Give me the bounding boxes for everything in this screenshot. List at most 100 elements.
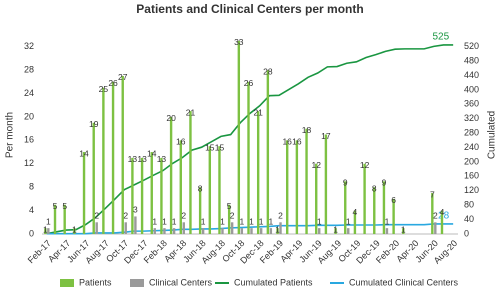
value-label: 17 (321, 131, 331, 141)
value-label: 28 (263, 66, 273, 76)
value-label: 26 (108, 78, 118, 88)
value-label: 2 (123, 211, 128, 221)
value-label: 33 (234, 37, 244, 47)
value-label: 12 (311, 160, 321, 170)
value-label: 2 (278, 211, 283, 221)
bar (256, 111, 260, 234)
value-label: 27 (118, 72, 128, 82)
value-label: 5 (227, 201, 232, 211)
legend-swatch (130, 279, 144, 287)
bar (47, 228, 50, 234)
legend-label: Clinical Centers (149, 277, 213, 287)
bar (269, 228, 273, 234)
bar (134, 216, 137, 234)
y-tick-label: 28 (24, 64, 34, 74)
y-tick-label: 8 (29, 182, 34, 192)
bar (250, 228, 253, 234)
y2-tick-label: 120 (464, 185, 479, 195)
value-label: 21 (253, 107, 263, 117)
value-label: 14 (147, 148, 157, 158)
value-label: 13 (137, 154, 147, 164)
value-label: 1 (259, 216, 264, 226)
bar (230, 222, 234, 234)
y-tick-label: 32 (24, 41, 34, 51)
value-label: 6 (391, 195, 396, 205)
bar (169, 116, 173, 234)
bar (363, 163, 366, 234)
bar (392, 198, 395, 234)
bar (172, 228, 176, 234)
bar (95, 222, 98, 234)
end-label: 28 (438, 211, 450, 222)
value-label: 1 (172, 216, 177, 226)
y-tick-label: 12 (24, 158, 34, 168)
y2-tick-label: 480 (464, 55, 479, 65)
y-tick-label: 4 (29, 205, 34, 215)
value-label: 1 (401, 224, 406, 234)
bar (385, 228, 389, 234)
bar (324, 134, 328, 234)
bar (198, 187, 202, 234)
bar (315, 163, 318, 234)
value-label: 1 (385, 216, 390, 226)
bar (163, 228, 166, 234)
bar (92, 122, 95, 234)
value-label: 2 (181, 211, 186, 221)
value-label: 8 (198, 183, 203, 193)
y-tick-label: 0 (29, 228, 34, 238)
bar (63, 204, 66, 234)
value-label: 2 (433, 211, 438, 221)
bar (102, 87, 105, 234)
value-label: 19 (89, 119, 99, 129)
bar (318, 228, 321, 234)
bar (121, 75, 124, 235)
value-label: 16 (176, 137, 186, 147)
chart-title: Patients and Clinical Centers per month (136, 2, 363, 16)
value-label: 1 (333, 224, 338, 234)
bar (189, 111, 192, 234)
bar (431, 193, 434, 234)
bar (266, 70, 270, 234)
bar (247, 81, 250, 234)
value-label: 1 (46, 216, 51, 226)
value-label: 4 (353, 207, 358, 217)
legend-swatch (60, 279, 74, 287)
bar (150, 152, 153, 234)
legend-label: Cumulated Clinical Centers (349, 277, 459, 287)
value-label: 16 (282, 137, 292, 147)
value-label: 9 (343, 178, 348, 188)
legend-label: Patients (79, 277, 112, 287)
value-label: 3 (133, 205, 138, 215)
y2-tick-label: 200 (464, 156, 479, 166)
bar (140, 157, 144, 234)
bar (160, 157, 163, 234)
bar (353, 210, 357, 234)
value-label: 21 (186, 107, 196, 117)
y2-axis-title: Cumulated (487, 111, 498, 159)
value-label: 1 (268, 216, 273, 226)
bar (402, 228, 405, 234)
value-label: 13 (128, 154, 138, 164)
bar (240, 228, 244, 234)
y-tick-label: 16 (24, 135, 34, 145)
value-label: 1 (152, 216, 157, 226)
y-axis-title: Per month (5, 112, 16, 158)
bar (305, 128, 308, 234)
value-label: 15 (205, 142, 215, 152)
y2-tick-label: 40 (464, 214, 474, 224)
bar (153, 228, 156, 234)
value-label: 8 (372, 183, 377, 193)
y2-tick-label: 240 (464, 142, 479, 152)
bar (259, 228, 263, 234)
bar (373, 187, 376, 234)
bar (276, 228, 279, 234)
bar (124, 222, 127, 234)
value-label: 1 (72, 224, 77, 234)
y-tick-label: 20 (24, 111, 34, 121)
value-label: 15 (215, 142, 225, 152)
value-label: 7 (430, 189, 435, 199)
bar (440, 210, 444, 234)
value-label: 20 (166, 113, 176, 123)
legend-label: Cumulated Patients (234, 277, 313, 287)
value-label: 1 (220, 216, 225, 226)
